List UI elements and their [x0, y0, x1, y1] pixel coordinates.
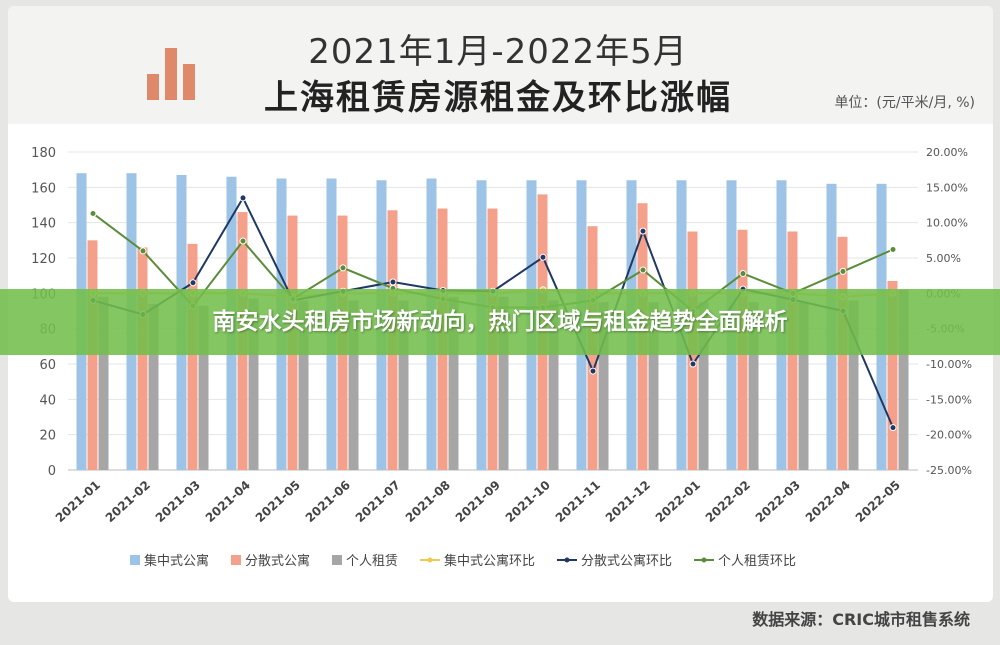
legend-line-marker — [427, 557, 433, 563]
legend-label: 集中式公寓 — [144, 553, 209, 569]
point-scattered-mom — [189, 279, 197, 287]
legend-label: 个人租赁 — [346, 554, 398, 569]
legend-line-marker — [564, 557, 570, 563]
bar-chart-icon — [147, 48, 195, 100]
chart-title-period: 2021年1月-2022年5月 — [308, 32, 688, 72]
bar-personal — [398, 300, 409, 470]
data-source: 数据来源：CRIC城市租售系统 — [752, 610, 970, 629]
point-scattered-mom — [639, 227, 647, 235]
x-tick-label: 2021-12 — [603, 478, 653, 525]
bar-scattered — [87, 240, 98, 470]
legend-label: 分散式公寓 — [245, 553, 310, 569]
x-tick-label: 2021-02 — [103, 478, 153, 525]
headline-banner: 南安水头租房市场新动向，热门区域与租金趋势全面解析 — [0, 289, 1000, 355]
y-tick-label-left: 20 — [39, 429, 56, 444]
x-tick-label: 2022-03 — [753, 478, 803, 525]
x-tick-label: 2022-02 — [703, 478, 753, 525]
bar-personal — [598, 302, 609, 470]
point-personal-mom — [839, 267, 847, 275]
point-personal-mom — [89, 209, 97, 217]
y-tick-label-right: 10.00% — [926, 217, 968, 230]
point-scattered-mom — [389, 278, 397, 286]
legend-swatch — [130, 555, 140, 565]
point-scattered-mom — [239, 194, 247, 202]
bar-scattered — [137, 247, 148, 470]
y-tick-label-left: 60 — [39, 358, 56, 373]
bar-personal — [148, 303, 159, 470]
point-personal-mom — [739, 270, 747, 278]
legend-swatch — [231, 555, 241, 565]
point-personal-mom — [139, 247, 147, 255]
y-tick-label-right: 20.00% — [926, 146, 968, 159]
point-personal-mom — [339, 264, 347, 272]
y-tick-label-left: 120 — [31, 252, 56, 267]
x-tick-label: 2021-01 — [53, 478, 103, 525]
x-tick-label: 2021-11 — [553, 478, 603, 525]
point-scattered-mom — [889, 424, 897, 432]
bar-personal — [298, 300, 309, 470]
x-tick-label: 2021-09 — [453, 478, 503, 525]
bar-personal — [98, 296, 109, 470]
point-scattered-mom — [589, 367, 597, 375]
y-tick-label-left: 40 — [39, 393, 56, 408]
y-tick-label-right: -15.00% — [926, 393, 972, 406]
y-tick-label-right: 5.00% — [926, 252, 961, 265]
x-tick-label: 2022-05 — [853, 478, 903, 525]
legend-label: 个人租赁环比 — [718, 554, 796, 569]
y-tick-label-left: 180 — [31, 146, 56, 161]
bar-personal — [698, 302, 709, 470]
y-tick-label-left: 160 — [31, 181, 56, 196]
bar-personal — [748, 302, 759, 470]
x-tick-label: 2021-03 — [153, 478, 203, 525]
x-tick-label: 2021-10 — [503, 478, 553, 525]
y-tick-label-right: 15.00% — [926, 181, 968, 194]
bar-personal — [848, 300, 859, 470]
legend-label: 集中式公寓环比 — [444, 553, 535, 569]
y-tick-label-right: -20.00% — [926, 429, 972, 442]
x-tick-label: 2021-05 — [253, 478, 303, 525]
x-tick-label: 2022-04 — [803, 478, 853, 525]
chart-plot: 020406080100120140160180-25.00%-20.00%-1… — [31, 146, 972, 569]
y-tick-label-left: 140 — [31, 217, 56, 232]
point-personal-mom — [639, 266, 647, 274]
bar-personal — [248, 298, 259, 470]
y-tick-label-right: -10.00% — [926, 358, 972, 371]
x-tick-label: 2021-07 — [353, 478, 403, 525]
point-personal-mom — [889, 246, 897, 254]
bar-personal — [798, 302, 809, 470]
legend-line-marker — [701, 557, 707, 563]
bar-personal — [498, 296, 509, 470]
point-personal-mom — [239, 237, 247, 245]
unit-label: 单位：(元/平米/月, %) — [834, 95, 975, 111]
bar-scattered — [187, 243, 198, 470]
bar-personal — [348, 300, 359, 470]
title-bar: 2021年1月-2022年5月 上海租赁房源租金及环比涨幅 单位：(元/平米/月… — [8, 6, 993, 124]
y-tick-label-right: -25.00% — [926, 464, 972, 477]
point-scattered-mom — [689, 360, 697, 368]
bar-personal — [198, 305, 209, 470]
chart-title: 上海租赁房源租金及环比涨幅 — [264, 78, 732, 118]
headline-text: 南安水头租房市场新动向，热门区域与租金趋势全面解析 — [212, 309, 788, 335]
x-tick-label: 2021-06 — [303, 478, 353, 525]
legend-label: 分散式公寓环比 — [581, 553, 672, 569]
bar-personal — [898, 289, 909, 470]
bar-personal — [548, 300, 559, 470]
x-tick-label: 2022-01 — [653, 478, 703, 525]
legend-swatch — [332, 555, 342, 565]
x-tick-label: 2021-08 — [403, 478, 453, 525]
y-tick-label-left: 0 — [48, 464, 56, 479]
x-tick-label: 2021-04 — [203, 478, 253, 525]
bar-personal — [448, 296, 459, 470]
bar-scattered — [887, 280, 898, 470]
bar-personal — [648, 302, 659, 470]
point-scattered-mom — [539, 253, 547, 261]
